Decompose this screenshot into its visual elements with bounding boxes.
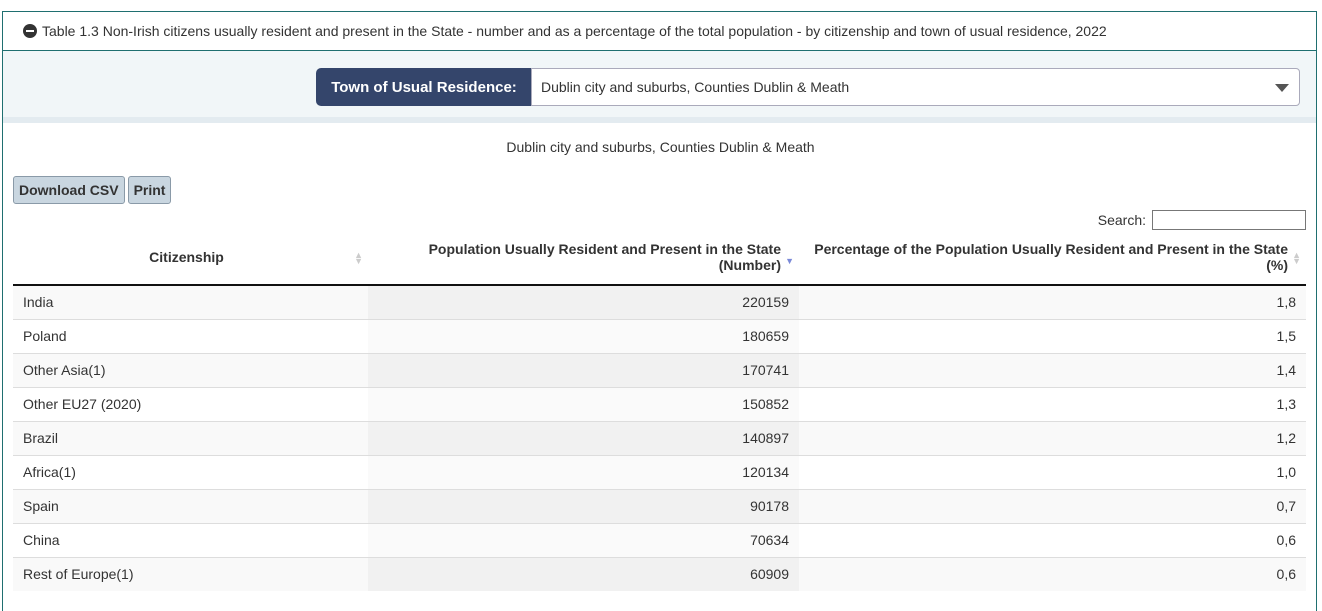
number-cell: 70634: [368, 522, 799, 557]
percentage-cell: 1,5: [799, 318, 1306, 353]
chevron-down-icon: [1275, 84, 1289, 92]
number-cell: 150852: [368, 386, 799, 421]
table-row: Other EU27 (2020) 150852 1,3: [13, 386, 1306, 421]
table-row: China 70634 0,6: [13, 522, 1306, 557]
citizenship-cell: Poland: [13, 318, 368, 353]
header-label: Population Usually Resident and Present …: [428, 241, 781, 273]
number-cell: 90178: [368, 488, 799, 523]
number-cell: 140897: [368, 420, 799, 455]
table-row: Other Asia(1) 170741 1,4: [13, 352, 1306, 387]
data-table: Citizenship ▲ ▼ Population Usually Residen…: [13, 230, 1306, 591]
sort-desc-icon: ▼: [785, 256, 794, 266]
citizenship-cell: Rest of Europe(1): [13, 556, 368, 591]
table-caption: Dublin city and suburbs, Counties Dublin…: [506, 139, 815, 155]
citizenship-cell: Africa(1): [13, 454, 368, 489]
header-label: Percentage of the Population Usually Res…: [814, 241, 1288, 273]
table-row: India 220159 1,8: [13, 284, 1306, 319]
number-cell: 220159: [368, 284, 799, 319]
citizenship-cell: India: [13, 284, 368, 319]
search-input[interactable]: [1152, 210, 1306, 230]
filter-bar: Town of Usual Residence: Dublin city and…: [3, 51, 1316, 123]
table-panel: Table 1.3 Non-Irish citizens usually res…: [2, 11, 1317, 611]
number-cell: 180659: [368, 318, 799, 353]
table-title: Table 1.3 Non-Irish citizens usually res…: [42, 23, 1107, 39]
print-button[interactable]: Print: [127, 176, 172, 204]
column-header-percentage[interactable]: Percentage of the Population Usually Res…: [799, 230, 1306, 286]
column-header-citizenship[interactable]: Citizenship ▲ ▼: [13, 230, 368, 286]
sort-icon: ▲ ▼: [354, 250, 363, 266]
number-cell: 60909: [368, 556, 799, 591]
table-row: Brazil 140897 1,2: [13, 420, 1306, 455]
search-label: Search:: [1097, 212, 1146, 228]
percentage-cell: 1,3: [799, 386, 1306, 421]
filter-label: Town of Usual Residence:: [316, 68, 532, 106]
percentage-cell: 0,7: [799, 488, 1306, 523]
citizenship-cell: Spain: [13, 488, 368, 523]
collapse-icon[interactable]: [23, 24, 37, 38]
citizenship-cell: China: [13, 522, 368, 557]
citizenship-cell: Brazil: [13, 420, 368, 455]
percentage-cell: 0,6: [799, 522, 1306, 557]
percentage-cell: 1,4: [799, 352, 1306, 387]
table-row: Poland 180659 1,5: [13, 318, 1306, 353]
number-cell: 170741: [368, 352, 799, 387]
number-cell: 120134: [368, 454, 799, 489]
percentage-cell: 1,0: [799, 454, 1306, 489]
citizenship-cell: Other Asia(1): [13, 352, 368, 387]
percentage-cell: 0,6: [799, 556, 1306, 591]
table-row: Rest of Europe(1) 60909 0,6: [13, 556, 1306, 591]
percentage-cell: 1,2: [799, 420, 1306, 455]
town-select-value: Dublin city and suburbs, Counties Dublin…: [541, 79, 850, 95]
column-header-number[interactable]: Population Usually Resident and Present …: [368, 230, 799, 286]
table-row: Africa(1) 120134 1,0: [13, 454, 1306, 489]
town-select[interactable]: Dublin city and suburbs, Counties Dublin…: [531, 68, 1300, 106]
download-csv-button[interactable]: Download CSV: [13, 176, 125, 204]
percentage-cell: 1,8: [799, 284, 1306, 319]
citizenship-cell: Other EU27 (2020): [13, 386, 368, 421]
sort-icon: ▲ ▼: [1292, 250, 1301, 266]
header-label: Citizenship: [149, 249, 224, 265]
panel-header[interactable]: Table 1.3 Non-Irish citizens usually res…: [3, 12, 1316, 51]
table-row: Spain 90178 0,7: [13, 488, 1306, 523]
